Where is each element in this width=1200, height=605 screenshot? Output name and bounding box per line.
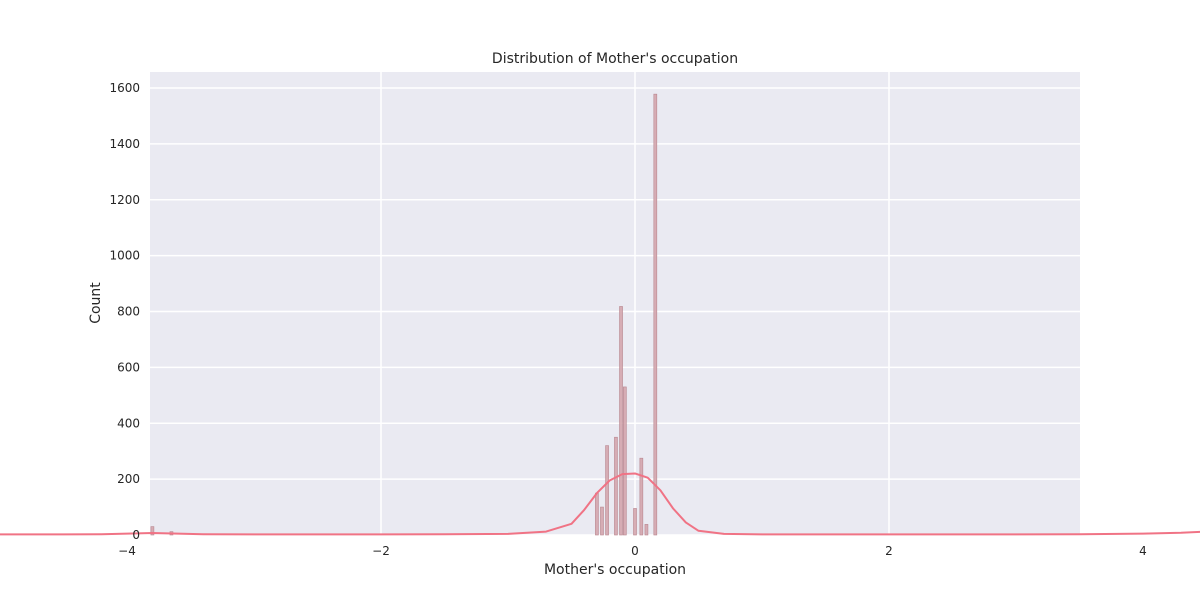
x-axis-label: Mother's occupation — [544, 562, 686, 578]
y-tick-label: 600 — [117, 360, 140, 374]
histogram-bar — [600, 506, 604, 536]
histogram-bar — [639, 457, 644, 536]
kde-curve — [0, 472, 1200, 536]
x-tick-label: 4 — [1139, 544, 1147, 558]
histogram-bar — [605, 445, 609, 536]
kde-curve-layer — [0, 472, 1200, 536]
histogram-bar — [614, 436, 618, 536]
y-tick-label: 0 — [132, 528, 140, 542]
y-tick-label: 1600 — [109, 81, 140, 95]
histogram-bar — [150, 526, 155, 536]
y-axis-label: Count — [88, 282, 104, 324]
y-tick-label: 800 — [117, 305, 140, 319]
histogram-bar — [595, 492, 599, 536]
histogram-bar — [619, 306, 623, 536]
x-tick-label: −2 — [372, 544, 390, 558]
x-tick-label: −4 — [118, 544, 136, 558]
x-tick-label: 0 — [631, 544, 639, 558]
grid-lines — [126, 72, 1144, 536]
y-tick-label: 200 — [117, 472, 140, 486]
chart-title: Distribution of Mother's occupation — [492, 51, 738, 67]
y-tick-label: 1000 — [109, 249, 140, 263]
histogram-bar — [653, 93, 658, 536]
y-tick-label: 400 — [117, 416, 140, 430]
histogram-bar — [623, 386, 627, 536]
y-tick-label: 1200 — [109, 193, 140, 207]
y-tick-label: 1400 — [109, 137, 140, 151]
histogram-bar — [633, 508, 637, 536]
axis-ticks: −6−4−2024602004006008001000120014001600 — [109, 81, 1147, 558]
x-tick-label: 2 — [885, 544, 893, 558]
histogram-bars — [150, 93, 658, 536]
histogram-bar — [644, 524, 649, 536]
